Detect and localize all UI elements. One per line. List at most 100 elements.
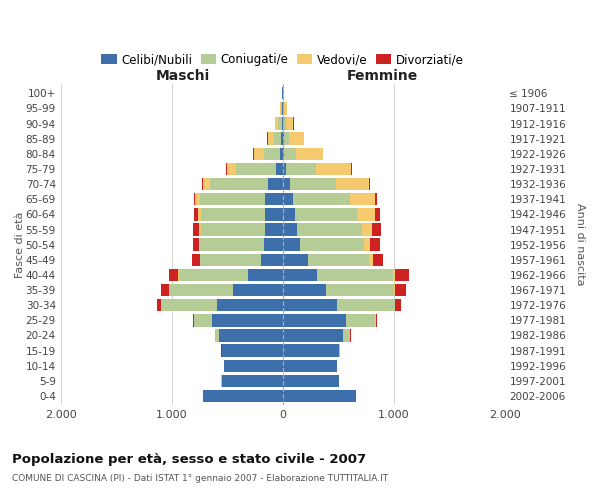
Bar bbox=[281, 102, 282, 115]
Bar bbox=[337, 299, 395, 312]
Bar bbox=[201, 224, 265, 235]
Bar bbox=[373, 224, 381, 235]
Bar bbox=[284, 132, 289, 145]
Bar bbox=[281, 132, 283, 145]
Bar bbox=[283, 118, 286, 130]
Bar bbox=[350, 330, 351, 342]
Bar bbox=[283, 102, 284, 115]
Bar bbox=[199, 238, 200, 251]
Text: Popolazione per età, sesso e stato civile - 2007: Popolazione per età, sesso e stato civil… bbox=[12, 452, 366, 466]
Bar bbox=[364, 238, 370, 251]
Bar bbox=[193, 314, 194, 326]
Bar bbox=[268, 178, 283, 190]
Bar bbox=[157, 299, 161, 312]
Bar bbox=[236, 162, 276, 175]
Bar bbox=[276, 162, 283, 175]
Bar bbox=[217, 299, 283, 312]
Bar bbox=[224, 360, 283, 372]
Bar bbox=[261, 254, 283, 266]
Bar bbox=[283, 162, 286, 175]
Bar bbox=[264, 238, 283, 251]
Bar bbox=[227, 162, 236, 175]
Bar bbox=[362, 224, 373, 235]
Bar bbox=[199, 224, 201, 235]
Bar bbox=[368, 178, 370, 190]
Bar bbox=[254, 148, 264, 160]
Bar bbox=[283, 390, 356, 402]
Bar bbox=[264, 148, 280, 160]
Bar bbox=[283, 132, 284, 145]
Bar bbox=[283, 374, 339, 387]
Bar bbox=[283, 193, 293, 205]
Y-axis label: Fasce di età: Fasce di età bbox=[15, 212, 25, 278]
Bar bbox=[211, 178, 268, 190]
Bar bbox=[274, 132, 281, 145]
Legend: Celibi/Nubili, Coniugati/e, Vedovi/e, Divorziati/e: Celibi/Nubili, Coniugati/e, Vedovi/e, Di… bbox=[97, 48, 469, 71]
Bar bbox=[395, 299, 401, 312]
Bar bbox=[308, 254, 369, 266]
Bar bbox=[280, 102, 281, 115]
Bar bbox=[283, 87, 284, 100]
Bar bbox=[301, 238, 364, 251]
Bar bbox=[193, 224, 199, 235]
Bar bbox=[289, 132, 304, 145]
Bar bbox=[297, 224, 362, 235]
Bar bbox=[283, 330, 343, 342]
Text: COMUNE DI CASCINA (PI) - Dati ISTAT 1° gennaio 2007 - Elaborazione TUTTITALIA.IT: COMUNE DI CASCINA (PI) - Dati ISTAT 1° g… bbox=[12, 474, 388, 483]
Bar bbox=[169, 284, 233, 296]
Bar bbox=[343, 330, 350, 342]
Bar bbox=[215, 330, 220, 342]
Bar bbox=[221, 374, 283, 387]
Bar bbox=[203, 178, 211, 190]
Bar bbox=[169, 268, 178, 281]
Bar bbox=[192, 254, 200, 266]
Bar bbox=[286, 118, 293, 130]
Bar bbox=[350, 193, 375, 205]
Bar bbox=[283, 344, 339, 357]
Bar bbox=[194, 208, 198, 220]
Bar bbox=[198, 208, 201, 220]
Bar bbox=[280, 148, 283, 160]
Bar bbox=[283, 148, 284, 160]
Bar bbox=[283, 360, 337, 372]
Bar bbox=[395, 268, 409, 281]
Bar bbox=[248, 268, 283, 281]
Y-axis label: Anni di nascita: Anni di nascita bbox=[575, 204, 585, 286]
Bar bbox=[194, 314, 212, 326]
Bar bbox=[200, 254, 261, 266]
Bar bbox=[212, 314, 283, 326]
Bar bbox=[326, 284, 394, 296]
Bar bbox=[339, 344, 340, 357]
Bar bbox=[265, 193, 283, 205]
Bar bbox=[278, 118, 281, 130]
Bar bbox=[281, 118, 283, 130]
Bar bbox=[202, 178, 203, 190]
Bar bbox=[295, 208, 358, 220]
Bar bbox=[222, 344, 283, 357]
Bar bbox=[351, 162, 352, 175]
Bar bbox=[369, 254, 373, 266]
Bar bbox=[193, 238, 199, 251]
Bar bbox=[226, 162, 227, 175]
Bar bbox=[233, 284, 283, 296]
Bar bbox=[346, 314, 375, 326]
Bar bbox=[376, 314, 377, 326]
Bar bbox=[284, 102, 287, 115]
Bar bbox=[283, 299, 337, 312]
Bar bbox=[286, 162, 316, 175]
Bar bbox=[393, 268, 395, 281]
Bar bbox=[283, 284, 326, 296]
Bar bbox=[284, 148, 296, 160]
Bar bbox=[265, 224, 283, 235]
Bar bbox=[161, 284, 169, 296]
Bar bbox=[337, 178, 368, 190]
Bar bbox=[283, 238, 301, 251]
Bar bbox=[203, 390, 283, 402]
Bar bbox=[395, 284, 406, 296]
Bar bbox=[296, 148, 323, 160]
Bar bbox=[283, 178, 290, 190]
Bar bbox=[196, 193, 200, 205]
Bar bbox=[373, 254, 383, 266]
Bar bbox=[283, 208, 295, 220]
Bar bbox=[394, 284, 395, 296]
